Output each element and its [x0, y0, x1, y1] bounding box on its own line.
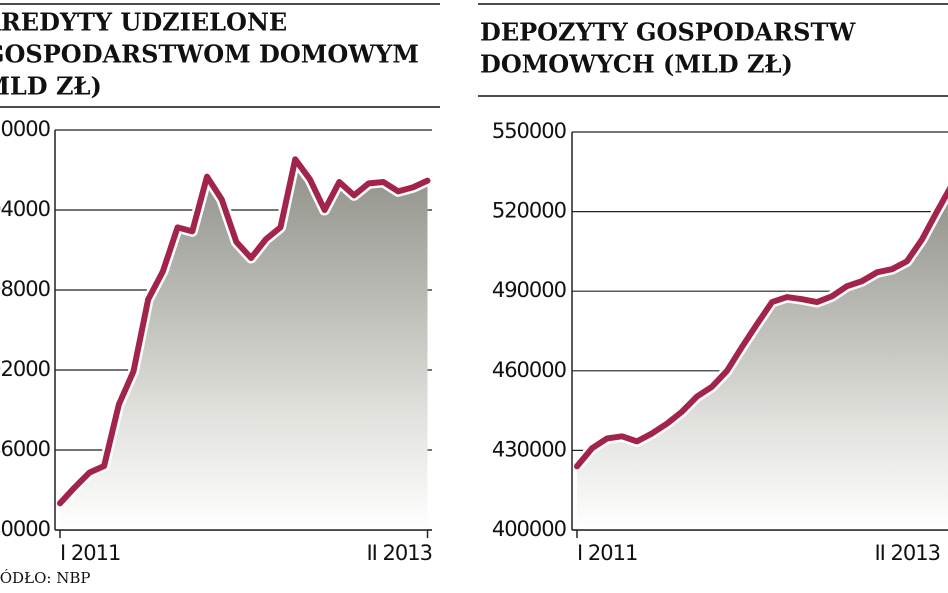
chart-title: GOSPODARSTWOM DOMOWYM: [0, 40, 419, 69]
area-fill: [577, 191, 948, 530]
y-tick-label: 460000: [492, 358, 566, 382]
x-tick-label: I 2011: [577, 541, 637, 565]
area-fill: [60, 159, 428, 531]
source-note: ŹRÓDŁO: NBP: [0, 569, 90, 587]
chart-title: KREDYTY UDZIELONE: [0, 8, 287, 37]
y-tick-label: 550000: [492, 119, 566, 143]
y-tick-label: 400000: [492, 517, 566, 541]
y-tick-label: 104000: [0, 197, 50, 221]
y-tick-label: 92000: [0, 357, 50, 381]
y-tick-label: 490000: [492, 278, 566, 302]
y-tick-label: 98000: [0, 277, 50, 301]
y-tick-label: 430000: [492, 437, 566, 461]
x-tick-label: II 2013: [366, 541, 432, 565]
data-line: [574, 185, 948, 470]
data-line: [57, 156, 431, 507]
chart-title: (MLD ZŁ): [0, 72, 102, 101]
y-tick-label: 520000: [492, 199, 566, 223]
y-tick-label: 80000: [0, 517, 50, 541]
x-tick-label: I 2011: [60, 541, 120, 565]
chart-title: DEPOZYTY GOSPODARSTW: [480, 18, 856, 47]
x-tick-label: II 2013: [874, 541, 940, 565]
y-tick-label: 110000: [0, 117, 50, 141]
chart-title: DOMOWYCH (MLD ZŁ): [480, 50, 793, 79]
y-tick-label: 86000: [0, 437, 50, 461]
